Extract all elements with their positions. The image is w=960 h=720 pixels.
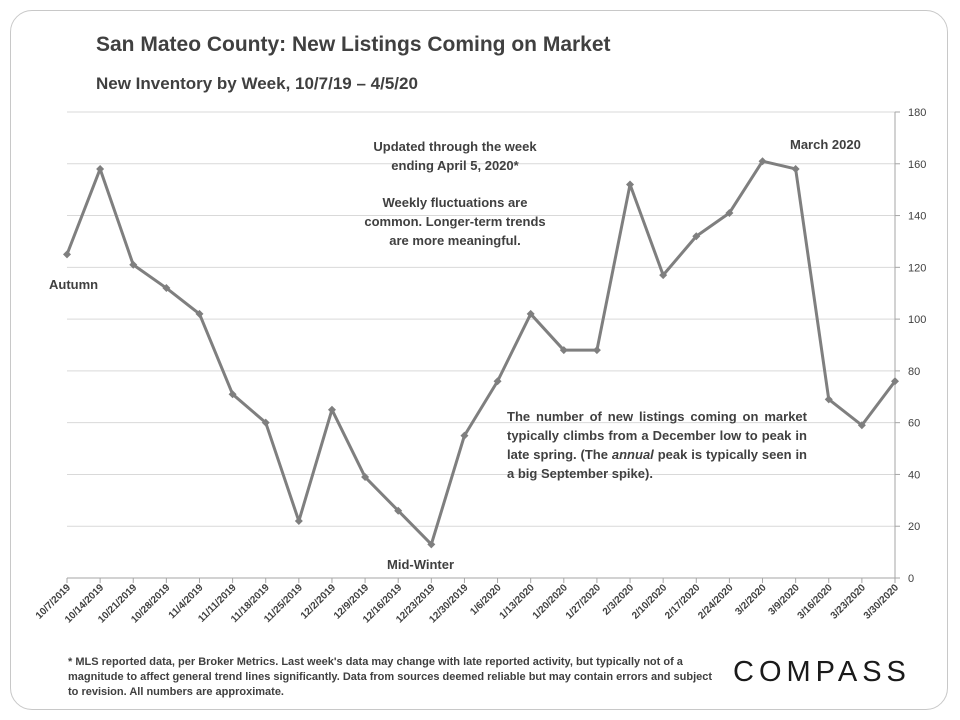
data-point <box>361 473 370 482</box>
data-point <box>725 208 734 217</box>
data-point <box>559 346 568 355</box>
data-point <box>692 232 701 241</box>
x-tick-label: 3/30/2020 <box>862 582 902 622</box>
data-point <box>195 309 204 318</box>
data-point <box>626 180 635 189</box>
y-tick-label: 20 <box>908 521 920 533</box>
x-tick-label: 1/27/2020 <box>564 582 604 622</box>
fluct-note-line3: are more meaningful. <box>389 233 521 248</box>
update-note: Updated through the week ending April 5,… <box>340 137 570 250</box>
data-point <box>96 164 105 173</box>
data-point <box>261 418 270 427</box>
series-line <box>65 159 897 546</box>
x-tick-label: 3/2/2020 <box>733 582 769 618</box>
y-tick-label: 0 <box>908 573 914 585</box>
data-point <box>294 517 303 526</box>
midwinter-label: Mid-Winter <box>387 557 455 572</box>
x-tick-label: 2/24/2020 <box>696 582 736 622</box>
data-point <box>394 506 403 515</box>
data-point <box>228 390 237 399</box>
data-point <box>857 421 866 430</box>
compass-logo: COMPASS <box>733 656 911 688</box>
slide-frame <box>10 10 948 710</box>
spring-note-pre: The number of new listings coming on mar… <box>507 409 807 462</box>
autumn-label: Autumn <box>49 277 99 292</box>
data-point <box>824 395 833 404</box>
fluct-note-line1: Weekly fluctuations are <box>382 195 528 210</box>
y-tick-label: 60 <box>908 418 920 430</box>
y-tick-label: 180 <box>908 107 926 119</box>
y-tick-label: 140 <box>908 211 926 223</box>
y-tick-label: 120 <box>908 262 926 274</box>
y-tick-label: 40 <box>908 469 920 481</box>
data-point <box>327 405 336 414</box>
data-point <box>460 431 469 440</box>
data-point <box>659 271 668 280</box>
data-point <box>526 309 535 318</box>
y-tick-label: 100 <box>908 314 926 326</box>
update-note-line2: ending April 5, 2020* <box>391 158 519 173</box>
fluct-note-line2: common. Longer-term trends <box>364 214 546 229</box>
update-note-line1: Updated through the week <box>373 139 537 154</box>
spring-note-emphasis: annual <box>611 447 654 462</box>
chart-subtitle: New Inventory by Week, 10/7/19 – 4/5/20 <box>96 74 418 93</box>
data-point <box>758 157 767 166</box>
march-label: March 2020 <box>790 137 861 152</box>
chart-title: San Mateo County: New Listings Coming on… <box>96 33 611 56</box>
spring-note-post: peak is typically seen in a big Septembe… <box>507 447 807 481</box>
data-point <box>891 377 899 386</box>
footnote: * MLS reported data, per Broker Metrics.… <box>68 656 713 698</box>
data-point <box>791 164 800 173</box>
y-tick-label: 80 <box>908 366 920 378</box>
data-point <box>592 346 601 355</box>
y-tick-label: 160 <box>908 159 926 171</box>
data-point <box>162 284 171 293</box>
spring-note: The number of new listings coming on mar… <box>507 407 807 483</box>
data-point <box>129 260 138 269</box>
data-point <box>493 377 502 386</box>
data-point <box>427 540 436 549</box>
data-point <box>63 250 71 259</box>
